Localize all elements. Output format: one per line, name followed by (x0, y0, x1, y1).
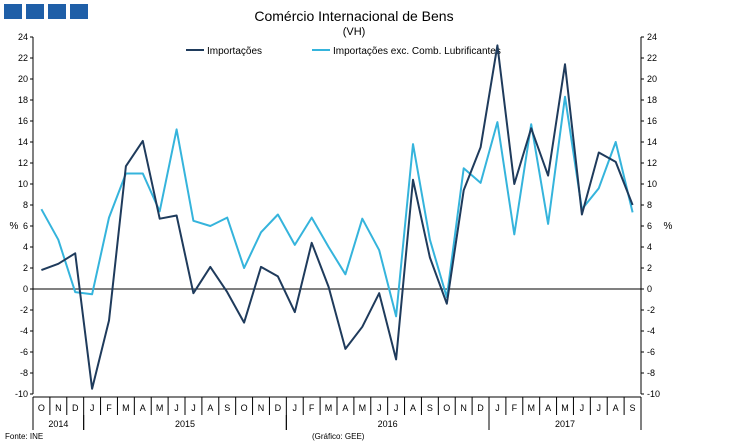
y-tick-label-right: 10 (647, 179, 657, 189)
x-tick-label: J (580, 403, 585, 413)
legend: Importações Importações exc. Comb. Lubri… (186, 46, 501, 57)
x-tick-label: J (377, 403, 382, 413)
x-tick-label: M (527, 403, 535, 413)
series-lines (40, 44, 634, 390)
x-tick-label: F (309, 403, 315, 413)
y-tick-label-left: 22 (18, 53, 28, 63)
y-axis-label-right: % (664, 221, 673, 232)
y-tick-label-right: 8 (647, 200, 652, 210)
y-tick-label-left: 14 (18, 137, 28, 147)
logo (4, 4, 88, 19)
credit-note: (Gráfico: GEE) (312, 432, 365, 441)
chart-title: Comércio Internacional de Bens (254, 8, 453, 24)
y-tick-label-left: 6 (23, 221, 28, 231)
y-tick-label-left: -10 (15, 389, 28, 399)
x-tick-label: D (477, 403, 484, 413)
y-tick-label-left: 0 (23, 284, 28, 294)
x-year-label: 2017 (555, 419, 575, 429)
x-tick-label: M (156, 403, 164, 413)
x-year-label: 2016 (378, 419, 398, 429)
x-tick-label: M (325, 403, 333, 413)
x-tick-label: A (545, 403, 551, 413)
source-note: Fonte: INE (5, 432, 43, 441)
y-tick-label-right: 0 (647, 284, 652, 294)
y-tick-label-left: -2 (20, 305, 28, 315)
axes (32, 37, 642, 394)
y-tick-label-right: -8 (647, 368, 655, 378)
x-tick-label: J (597, 403, 602, 413)
x-year-label: 2015 (175, 419, 195, 429)
y-tick-label-left: -4 (20, 326, 28, 336)
x-tick-label: O (38, 403, 45, 413)
x-tick-label: F (512, 403, 518, 413)
x-tick-label: A (140, 403, 146, 413)
y-tick-label-left: 10 (18, 179, 28, 189)
y-tick-label-right: 18 (647, 95, 657, 105)
x-tick-label: S (630, 403, 636, 413)
y-tick-label-left: -6 (20, 347, 28, 357)
x-tick-label: S (427, 403, 433, 413)
x-tick-label: M (359, 403, 367, 413)
y-tick-label-left: 24 (18, 32, 28, 42)
y-tick-label-right: -10 (647, 389, 660, 399)
x-tick-label: A (342, 403, 348, 413)
x-tick-label: J (293, 403, 298, 413)
x-tick-label: A (613, 403, 619, 413)
y-tick-label-left: 12 (18, 158, 28, 168)
y-tick-label-right: 2 (647, 263, 652, 273)
x-tick-label: M (561, 403, 569, 413)
y-tick-label-left: 2 (23, 263, 28, 273)
x-tick-label: O (241, 403, 248, 413)
x-tick-label: J (191, 403, 196, 413)
y-tick-label-right: 20 (647, 74, 657, 84)
x-year-label: 2014 (48, 419, 68, 429)
x-tick-label: A (207, 403, 213, 413)
y-tick-label-right: -4 (647, 326, 655, 336)
legend-label-importacoes: Importações (207, 46, 262, 57)
x-axis-categories: O N D J F M A M J J A S O N D J F M A M J J A S O N D J F M A M J J A S2014… (32, 396, 642, 430)
y-tick-label-right: -2 (647, 305, 655, 315)
x-tick-label: N (258, 403, 265, 413)
x-tick-label: F (106, 403, 112, 413)
legend-label-importacoes-exc: Importações exc. Comb. Lubrificantes (333, 46, 501, 57)
x-tick-label: S (224, 403, 230, 413)
x-tick-label: D (72, 403, 79, 413)
x-tick-label: D (275, 403, 282, 413)
x-tick-label: J (174, 403, 179, 413)
y-tick-label-right: 14 (647, 137, 657, 147)
y-tick-label-left: 18 (18, 95, 28, 105)
x-tick-label: J (495, 403, 500, 413)
y-tick-label-left: 8 (23, 200, 28, 210)
y-axis-label-left: % (10, 221, 19, 232)
x-tick-label: M (122, 403, 130, 413)
y-tick-label-right: 16 (647, 116, 657, 126)
x-tick-label: O (443, 403, 450, 413)
x-tick-label: J (90, 403, 95, 413)
y-tick-label-right: 6 (647, 221, 652, 231)
chart-subtitle: (VH) (343, 26, 366, 38)
series-line-importacoes-exc (40, 95, 634, 318)
x-tick-label: A (410, 403, 416, 413)
y-tick-label-left: 16 (18, 116, 28, 126)
y-tick-label-left: -8 (20, 368, 28, 378)
y-tick-label-right: 12 (647, 158, 657, 168)
x-tick-label: N (460, 403, 467, 413)
x-tick-label: J (394, 403, 399, 413)
logo-square (48, 4, 66, 19)
y-tick-label-right: 4 (647, 242, 652, 252)
y-tick-label-right: 24 (647, 32, 657, 42)
y-tick-label-left: 4 (23, 242, 28, 252)
logo-square (4, 4, 22, 19)
series-line-importacoes (41, 44, 634, 390)
y-tick-label-right: 22 (647, 53, 657, 63)
logo-square (70, 4, 88, 19)
x-tick-label: N (55, 403, 62, 413)
logo-square (26, 4, 44, 19)
y-tick-label-right: -6 (647, 347, 655, 357)
y-tick-label-left: 20 (18, 74, 28, 84)
